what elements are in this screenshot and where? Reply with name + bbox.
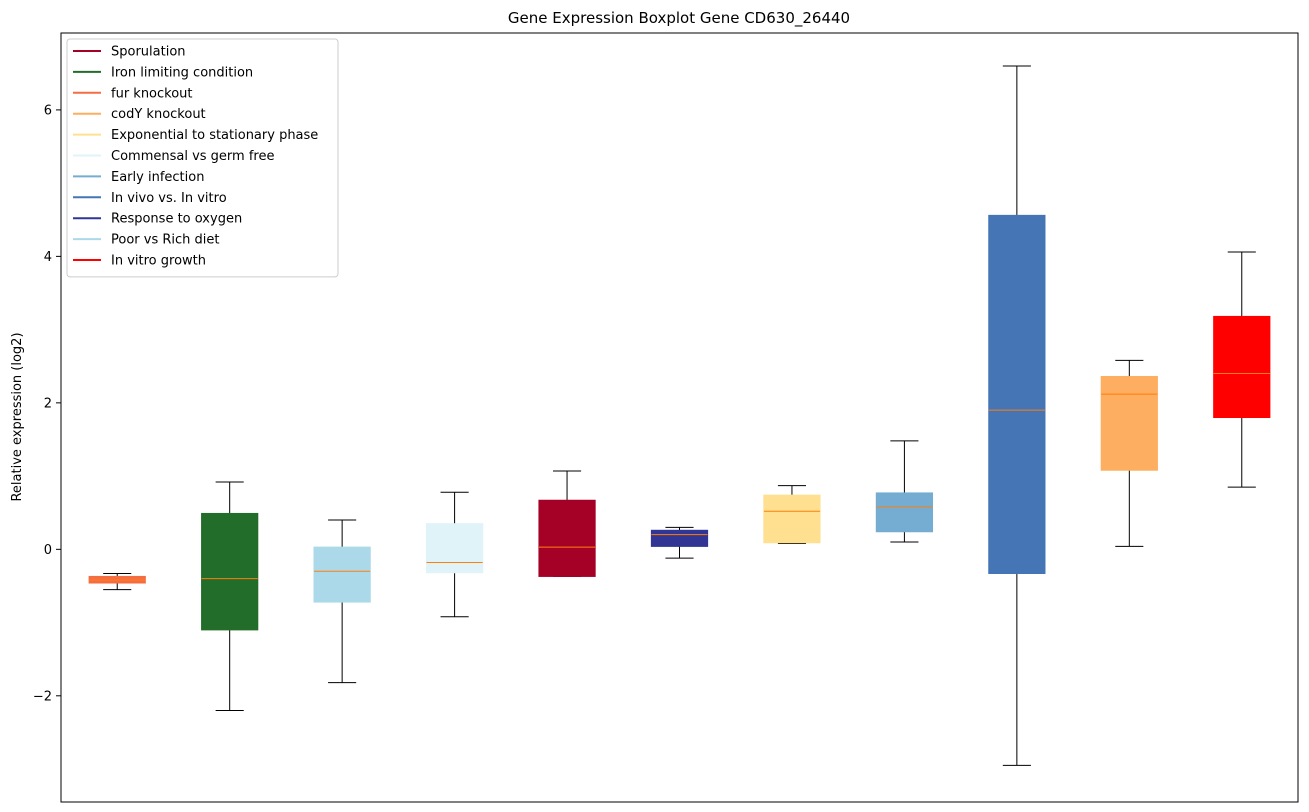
box-group	[1213, 251, 1271, 488]
legend-item: In vivo vs. In vitro	[73, 191, 227, 206]
box	[201, 512, 259, 631]
legend-label: Commensal vs germ free	[111, 149, 274, 164]
box-group	[988, 65, 1046, 766]
box	[875, 492, 934, 533]
chart-title: Gene Expression Boxplot Gene CD630_26440	[508, 9, 850, 28]
legend-label: Response to oxygen	[111, 212, 242, 227]
box-group	[425, 491, 484, 618]
box	[538, 499, 596, 577]
box	[425, 523, 484, 574]
legend-item: fur knockout	[73, 86, 193, 101]
legend-label: Poor vs Rich diet	[111, 233, 219, 248]
boxes-layer	[88, 65, 1271, 766]
legend-item: Early infection	[73, 170, 204, 185]
y-tick-label: 6	[44, 103, 52, 118]
legend-item: Response to oxygen	[73, 212, 242, 227]
legend-label: Sporulation	[111, 45, 186, 60]
box	[1213, 315, 1271, 418]
box	[313, 546, 371, 603]
box-group	[313, 519, 371, 684]
y-tick-label: 2	[44, 396, 52, 411]
box-group	[650, 526, 709, 559]
box	[988, 214, 1046, 574]
legend-frame	[66, 38, 339, 278]
box-group	[201, 481, 259, 711]
legend-item: codY knockout	[73, 107, 206, 122]
legend-item: In vitro growth	[73, 254, 206, 269]
legend: Sporulation Iron limiting condition fur kn…	[66, 38, 339, 278]
y-axis-label: Relative expression (log2)	[10, 332, 25, 501]
legend-label: In vivo vs. In vitro	[111, 191, 227, 206]
legend-label: Iron limiting condition	[111, 65, 253, 80]
box-group	[88, 572, 146, 591]
legend-label: Early infection	[111, 170, 204, 185]
legend-label: Exponential to stationary phase	[111, 128, 318, 143]
legend-item: Exponential to stationary phase	[73, 128, 318, 143]
legend-item: Iron limiting condition	[73, 65, 253, 80]
y-tick-label: 4	[44, 250, 52, 265]
y-tick-label: −2	[33, 689, 52, 704]
y-axis: −2 0 2 4 6	[33, 103, 61, 704]
box	[1100, 375, 1158, 471]
box	[650, 529, 709, 547]
y-tick-label: 0	[44, 543, 52, 558]
box	[763, 494, 821, 544]
plot-frame	[60, 32, 1299, 803]
legend-label: fur knockout	[111, 86, 193, 101]
legend-item: Commensal vs germ free	[73, 149, 274, 164]
legend-item: Sporulation	[73, 45, 186, 60]
legend-label: In vitro growth	[111, 254, 206, 269]
legend-label: codY knockout	[111, 107, 206, 122]
box-group	[763, 485, 821, 544]
box-group	[1100, 359, 1158, 547]
box-group	[538, 470, 596, 577]
box-group	[875, 440, 934, 543]
legend-item: Poor vs Rich diet	[73, 233, 219, 248]
